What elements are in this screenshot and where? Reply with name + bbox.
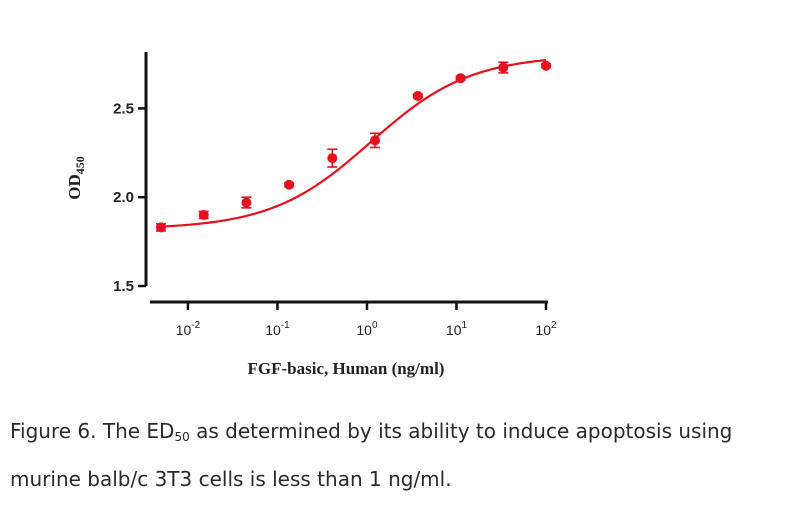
- x-axis-title: FGF-basic, Human (ng/ml): [248, 359, 445, 378]
- data-point: [370, 135, 381, 146]
- x-tick-label: 100: [356, 320, 378, 338]
- y-axis-title: OD450: [65, 156, 87, 200]
- x-tick-base: 10: [176, 322, 192, 338]
- x-tick-base: 10: [356, 322, 372, 338]
- figure-caption: Figure 6. The ED50 as determined by its …: [10, 410, 785, 500]
- y-tick-label: 1.5: [113, 278, 134, 295]
- x-tick-base: 10: [265, 322, 281, 338]
- fit-curve: [160, 59, 547, 228]
- x-tick-exponent: -2: [191, 320, 200, 331]
- data-point: [198, 209, 209, 220]
- x-tick-exponent: -1: [281, 320, 290, 331]
- data-point: [455, 73, 466, 84]
- data-point: [327, 153, 338, 164]
- data-point: [284, 179, 295, 190]
- data-point: [541, 60, 551, 71]
- x-tick-exponent: 2: [551, 320, 557, 331]
- x-tick-label: 102: [535, 320, 557, 338]
- caption-line-2: murine balb/c 3T3 cells is less than 1 n…: [10, 467, 452, 491]
- dose-response-chart: OD450 1.52.02.5 10-2 10-1 100 101 102 FGF-ba…: [65, 52, 557, 378]
- x-tick-exponent: 0: [372, 320, 378, 331]
- data-point: [241, 197, 252, 208]
- data-point: [498, 62, 509, 73]
- y-tick-label: 2.5: [113, 100, 134, 117]
- x-tick-label: 10-1: [265, 320, 290, 338]
- x-tick-label: 101: [446, 320, 468, 338]
- x-tick-base: 10: [446, 322, 462, 338]
- x-tick-base: 10: [535, 322, 551, 338]
- caption-line-1: Figure 6. The ED50 as determined by its …: [10, 419, 733, 444]
- y-tick-label: 2.0: [113, 189, 134, 206]
- data-point: [412, 90, 423, 101]
- x-tick-exponent: 1: [461, 320, 467, 331]
- data-point: [156, 222, 166, 233]
- x-tick-label: 10-2: [176, 320, 201, 338]
